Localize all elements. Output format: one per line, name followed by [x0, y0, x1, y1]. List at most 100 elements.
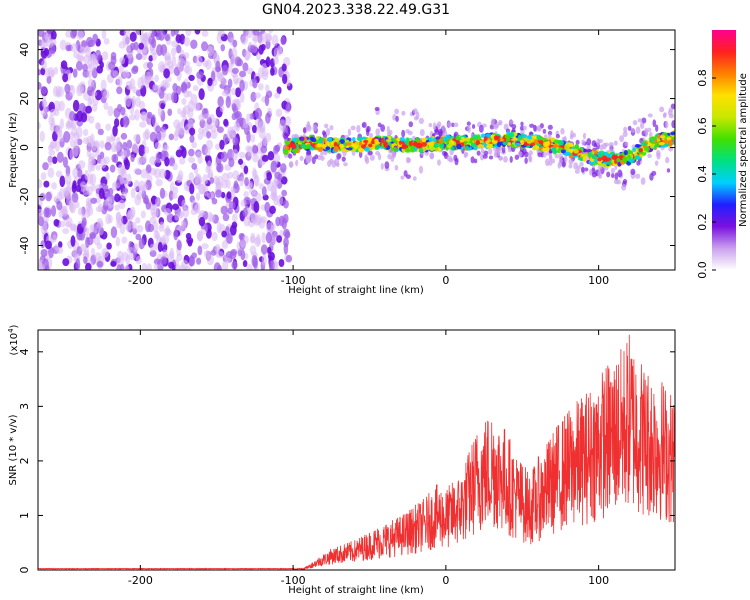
heatmap-cell — [261, 254, 267, 266]
heatmap-cell — [369, 154, 375, 161]
spectrogram-x-tick-label: 0 — [442, 274, 449, 287]
heatmap-cell — [188, 74, 195, 82]
heatmap-cell — [100, 79, 107, 91]
heatmap-cell — [198, 113, 205, 122]
heatmap-cell — [162, 81, 171, 89]
heatmap-cell — [111, 181, 118, 192]
heatmap-cell — [55, 124, 63, 136]
heatmap-cell — [38, 30, 45, 38]
heatmap-cell — [71, 183, 77, 194]
heatmap-cell — [399, 137, 406, 142]
heatmap-cell — [262, 31, 268, 43]
heatmap-cell — [635, 144, 642, 148]
heatmap-cell — [110, 52, 117, 60]
heatmap-cell — [108, 61, 116, 71]
heatmap-cell — [647, 153, 652, 159]
heatmap-cell — [226, 179, 231, 189]
heatmap-cell — [295, 159, 299, 167]
heatmap-cell — [176, 240, 182, 251]
heatmap-cell — [196, 71, 204, 79]
colorbar: 0.0 0.2 0.4 0.6 0.8 Normalized spectral ampl… — [696, 30, 749, 279]
heatmap-cell — [619, 135, 625, 143]
heatmap-cell — [194, 177, 201, 189]
snr-y-tick-label: 2 — [18, 457, 31, 464]
heatmap-cell — [250, 143, 258, 156]
heatmap-cell — [151, 52, 157, 61]
heatmap-cell — [120, 132, 128, 140]
heatmap-cell — [346, 147, 353, 151]
heatmap-cell — [53, 219, 60, 227]
heatmap-cell — [38, 81, 42, 90]
heatmap-cell — [130, 153, 135, 163]
heatmap-cell — [635, 154, 640, 160]
heatmap-cell — [62, 73, 69, 83]
heatmap-cell — [195, 192, 201, 201]
heatmap-cell — [235, 122, 241, 132]
heatmap-cell — [428, 137, 433, 143]
heatmap-cell — [480, 147, 485, 154]
heatmap-cell — [40, 67, 46, 76]
heatmap-cell — [71, 192, 79, 203]
snr-multiplier-close: ) — [9, 324, 20, 328]
heatmap-cell — [181, 220, 187, 230]
heatmap-cell — [74, 253, 81, 261]
heatmap-cell — [87, 78, 95, 88]
heatmap-cell — [582, 132, 587, 140]
heatmap-cell — [365, 156, 370, 165]
heatmap-cell — [191, 141, 198, 149]
heatmap-cell — [61, 208, 69, 217]
heatmap-cell — [666, 168, 671, 173]
heatmap-cell — [274, 92, 281, 99]
snr-panel: -200 -100 0 100 0 1 2 3 4 Height of straight li… — [7, 324, 676, 596]
heatmap-cell — [580, 166, 585, 173]
heatmap-cell — [385, 139, 392, 143]
heatmap-cell — [140, 210, 146, 219]
colorbar-tick-label: 0.8 — [696, 69, 709, 87]
heatmap-cell — [142, 153, 147, 164]
heatmap-cell — [169, 247, 175, 260]
heatmap-cell — [216, 163, 224, 173]
heatmap-cell — [341, 156, 346, 162]
heatmap-cell — [87, 63, 95, 73]
heatmap-cell — [65, 44, 71, 52]
heatmap-cell — [405, 129, 411, 134]
heatmap-cell — [113, 153, 119, 164]
heatmap-cell — [202, 185, 209, 197]
heatmap-cell — [405, 137, 410, 143]
heatmap-cell — [42, 162, 49, 171]
heatmap-cell — [273, 261, 279, 270]
heatmap-cell — [94, 252, 102, 261]
heatmap-cell — [475, 139, 481, 146]
heatmap-cell — [189, 134, 195, 144]
heatmap-cell — [69, 84, 76, 97]
heatmap-cell — [221, 172, 229, 183]
heatmap-cell — [181, 97, 187, 106]
heatmap-cell — [284, 140, 291, 145]
heatmap-cell — [503, 156, 508, 163]
heatmap-cell — [581, 139, 586, 146]
heatmap-cell — [216, 126, 224, 133]
heatmap-cell — [64, 221, 72, 228]
heatmap-cell — [146, 111, 153, 119]
heatmap-cell — [545, 158, 550, 167]
heatmap-cell — [228, 157, 235, 168]
heatmap-cell — [432, 122, 437, 131]
heatmap-cell — [616, 157, 621, 163]
heatmap-cell — [261, 63, 268, 70]
heatmap-cell — [226, 148, 235, 161]
heatmap-cell — [608, 142, 614, 148]
heatmap-cell — [79, 181, 87, 192]
heatmap-cell — [86, 206, 94, 217]
heatmap-cell — [155, 178, 163, 187]
heatmap-cell — [75, 184, 82, 193]
heatmap-cell — [234, 56, 242, 67]
heatmap-cell — [98, 187, 105, 200]
heatmap-cell — [537, 126, 542, 132]
heatmap-cell — [368, 132, 374, 138]
heatmap-cell — [277, 45, 283, 56]
heatmap-cell — [75, 60, 83, 71]
heatmap-cell — [206, 139, 214, 150]
heatmap-cell — [582, 156, 587, 162]
heatmap-cell — [437, 121, 442, 128]
heatmap-cell — [183, 65, 190, 74]
